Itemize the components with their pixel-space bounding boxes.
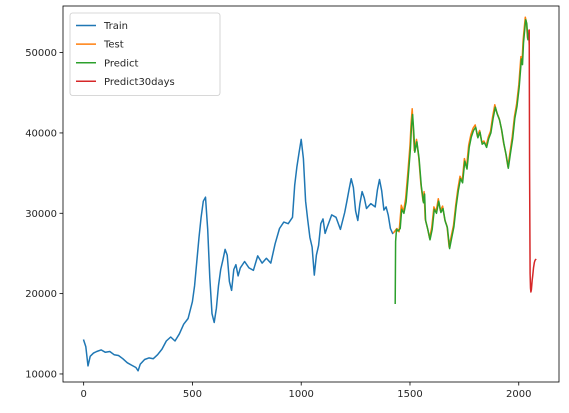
legend-label-train: Train xyxy=(103,21,128,32)
y-tick-label: 50000 xyxy=(25,48,57,59)
x-tick-label: 500 xyxy=(183,389,202,400)
y-tick-label: 40000 xyxy=(25,128,57,139)
y-tick-label: 20000 xyxy=(25,289,57,300)
legend-label-test: Test xyxy=(103,40,124,51)
x-axis: 0 500 1000 1500 2000 xyxy=(80,382,531,400)
series-line-predict30days xyxy=(528,29,537,293)
legend: Train Test Predict Predict30days xyxy=(69,12,221,96)
legend-box xyxy=(69,12,221,96)
y-tick-label: 10000 xyxy=(25,369,57,380)
x-tick-label: 2000 xyxy=(506,389,531,400)
legend-label-predict30days: Predict30days xyxy=(104,77,175,88)
plot-frame xyxy=(62,5,560,383)
series-line-train xyxy=(82,138,394,372)
x-tick-label: 1500 xyxy=(397,389,422,400)
plot-area xyxy=(62,5,560,383)
series-line-predict xyxy=(394,18,530,305)
legend-label-predict: Predict xyxy=(104,58,139,69)
y-tick-label: 30000 xyxy=(25,209,57,220)
series-layer xyxy=(82,16,537,372)
x-tick-label: 1000 xyxy=(288,389,313,400)
y-axis: 10000 20000 30000 40000 50000 xyxy=(25,48,63,380)
x-tick-label: 0 xyxy=(80,389,86,400)
